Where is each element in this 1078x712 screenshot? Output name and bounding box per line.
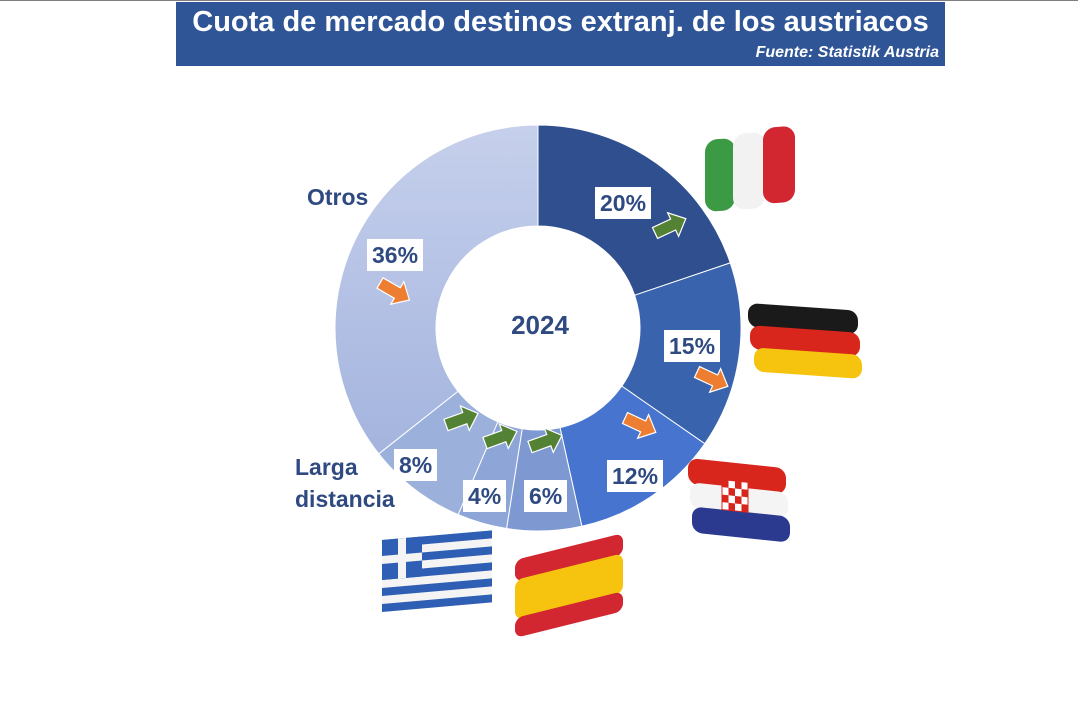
slice-label-larga-distancia: 8% — [394, 449, 438, 481]
germany-flag — [748, 303, 862, 379]
category-larga-line2: distancia — [295, 486, 395, 512]
center-label: 2024 — [511, 310, 569, 340]
category-otros: Otros — [307, 184, 369, 210]
title-bar: Cuota de mercado destinos extranj. de lo… — [176, 2, 945, 66]
trend-arrow-up-5 — [443, 404, 479, 432]
donut-slice-6 — [334, 124, 539, 455]
slice-label-otros: 36% — [367, 239, 424, 271]
slice-label-italy: 20% — [595, 187, 652, 219]
trend-arrow-down-6 — [376, 276, 411, 306]
slice-label-spain: 6% — [524, 480, 568, 512]
trend-arrow-up-0 — [651, 211, 687, 240]
top-rule — [0, 0, 1078, 1]
trend-arrow-up-4 — [482, 422, 518, 450]
trend-arrow-down-1 — [693, 365, 729, 394]
slice-label-croatia: 12% — [607, 460, 664, 492]
trend-arrows — [376, 211, 729, 454]
category-larga-line1: Larga — [295, 454, 358, 480]
greece-flag — [382, 530, 492, 612]
chart-title: Cuota de mercado destinos extranj. de lo… — [192, 6, 929, 38]
croatia-flag — [688, 458, 790, 542]
chart-source: Fuente: Statistik Austria — [755, 44, 939, 61]
trend-arrow-up-3 — [527, 426, 563, 454]
trend-arrow-down-2 — [621, 411, 657, 440]
spain-flag — [515, 534, 623, 637]
italy-flag — [705, 126, 795, 212]
slice-label-germany: 15% — [664, 330, 721, 362]
slice-label-greece: 4% — [463, 480, 507, 512]
